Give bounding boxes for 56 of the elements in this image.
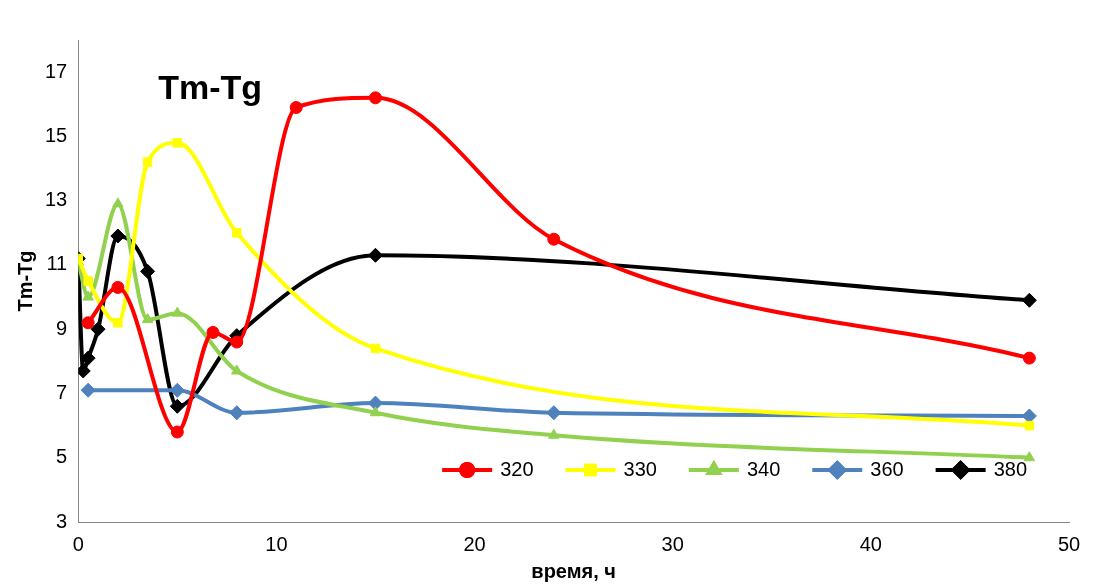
point <box>110 228 126 244</box>
y-tick-label: 9 <box>56 316 68 339</box>
y-tick-label: 5 <box>56 445 68 468</box>
point <box>229 405 245 421</box>
point <box>142 157 153 167</box>
x-tick-label: 0 <box>72 532 84 555</box>
point <box>367 395 383 411</box>
point <box>1021 292 1037 308</box>
point <box>112 197 124 208</box>
point <box>113 318 123 328</box>
point <box>81 316 95 330</box>
point <box>111 280 125 294</box>
x-tick-label: 20 <box>463 532 486 555</box>
point <box>206 325 220 339</box>
point <box>1024 420 1035 431</box>
point <box>141 313 154 324</box>
x-axis-title: время, ч <box>531 559 616 582</box>
point <box>370 343 381 354</box>
y-tick-label: 15 <box>45 123 68 146</box>
point <box>548 428 560 439</box>
y-tick-label: 3 <box>56 509 68 532</box>
point <box>1022 351 1036 365</box>
y-tick-label: 11 <box>46 252 68 275</box>
point <box>369 406 382 417</box>
point <box>170 425 184 439</box>
point <box>232 228 242 238</box>
y-axis-title: Tm-Tg <box>13 250 36 312</box>
x-tick-label: 40 <box>859 532 882 555</box>
y-tick-label: 17 <box>45 59 68 82</box>
text: Tm-Tg <box>158 68 263 107</box>
legend-label: 380 <box>993 457 1028 480</box>
point <box>367 247 383 263</box>
point <box>1023 451 1036 462</box>
point <box>82 290 94 301</box>
legend-label: 360 <box>870 457 904 480</box>
point <box>546 405 562 421</box>
point <box>289 100 303 114</box>
x-tick-label: 50 <box>1057 532 1081 555</box>
point <box>90 321 106 337</box>
point <box>547 232 561 246</box>
point <box>368 91 382 105</box>
legend-label: 330 <box>623 457 657 480</box>
x-tick-label: 30 <box>661 532 684 555</box>
point <box>172 138 183 148</box>
point <box>169 382 185 398</box>
point <box>169 398 185 414</box>
legend-label: 320 <box>500 457 534 480</box>
point <box>83 276 93 286</box>
y-tick-label: 13 <box>45 188 68 211</box>
point <box>80 382 96 398</box>
legend-label: 340 <box>746 457 781 480</box>
x-tick-label: 10 <box>265 532 288 555</box>
point <box>171 306 184 317</box>
point <box>140 263 156 279</box>
point <box>230 335 244 349</box>
y-tick-label: 7 <box>56 380 68 403</box>
